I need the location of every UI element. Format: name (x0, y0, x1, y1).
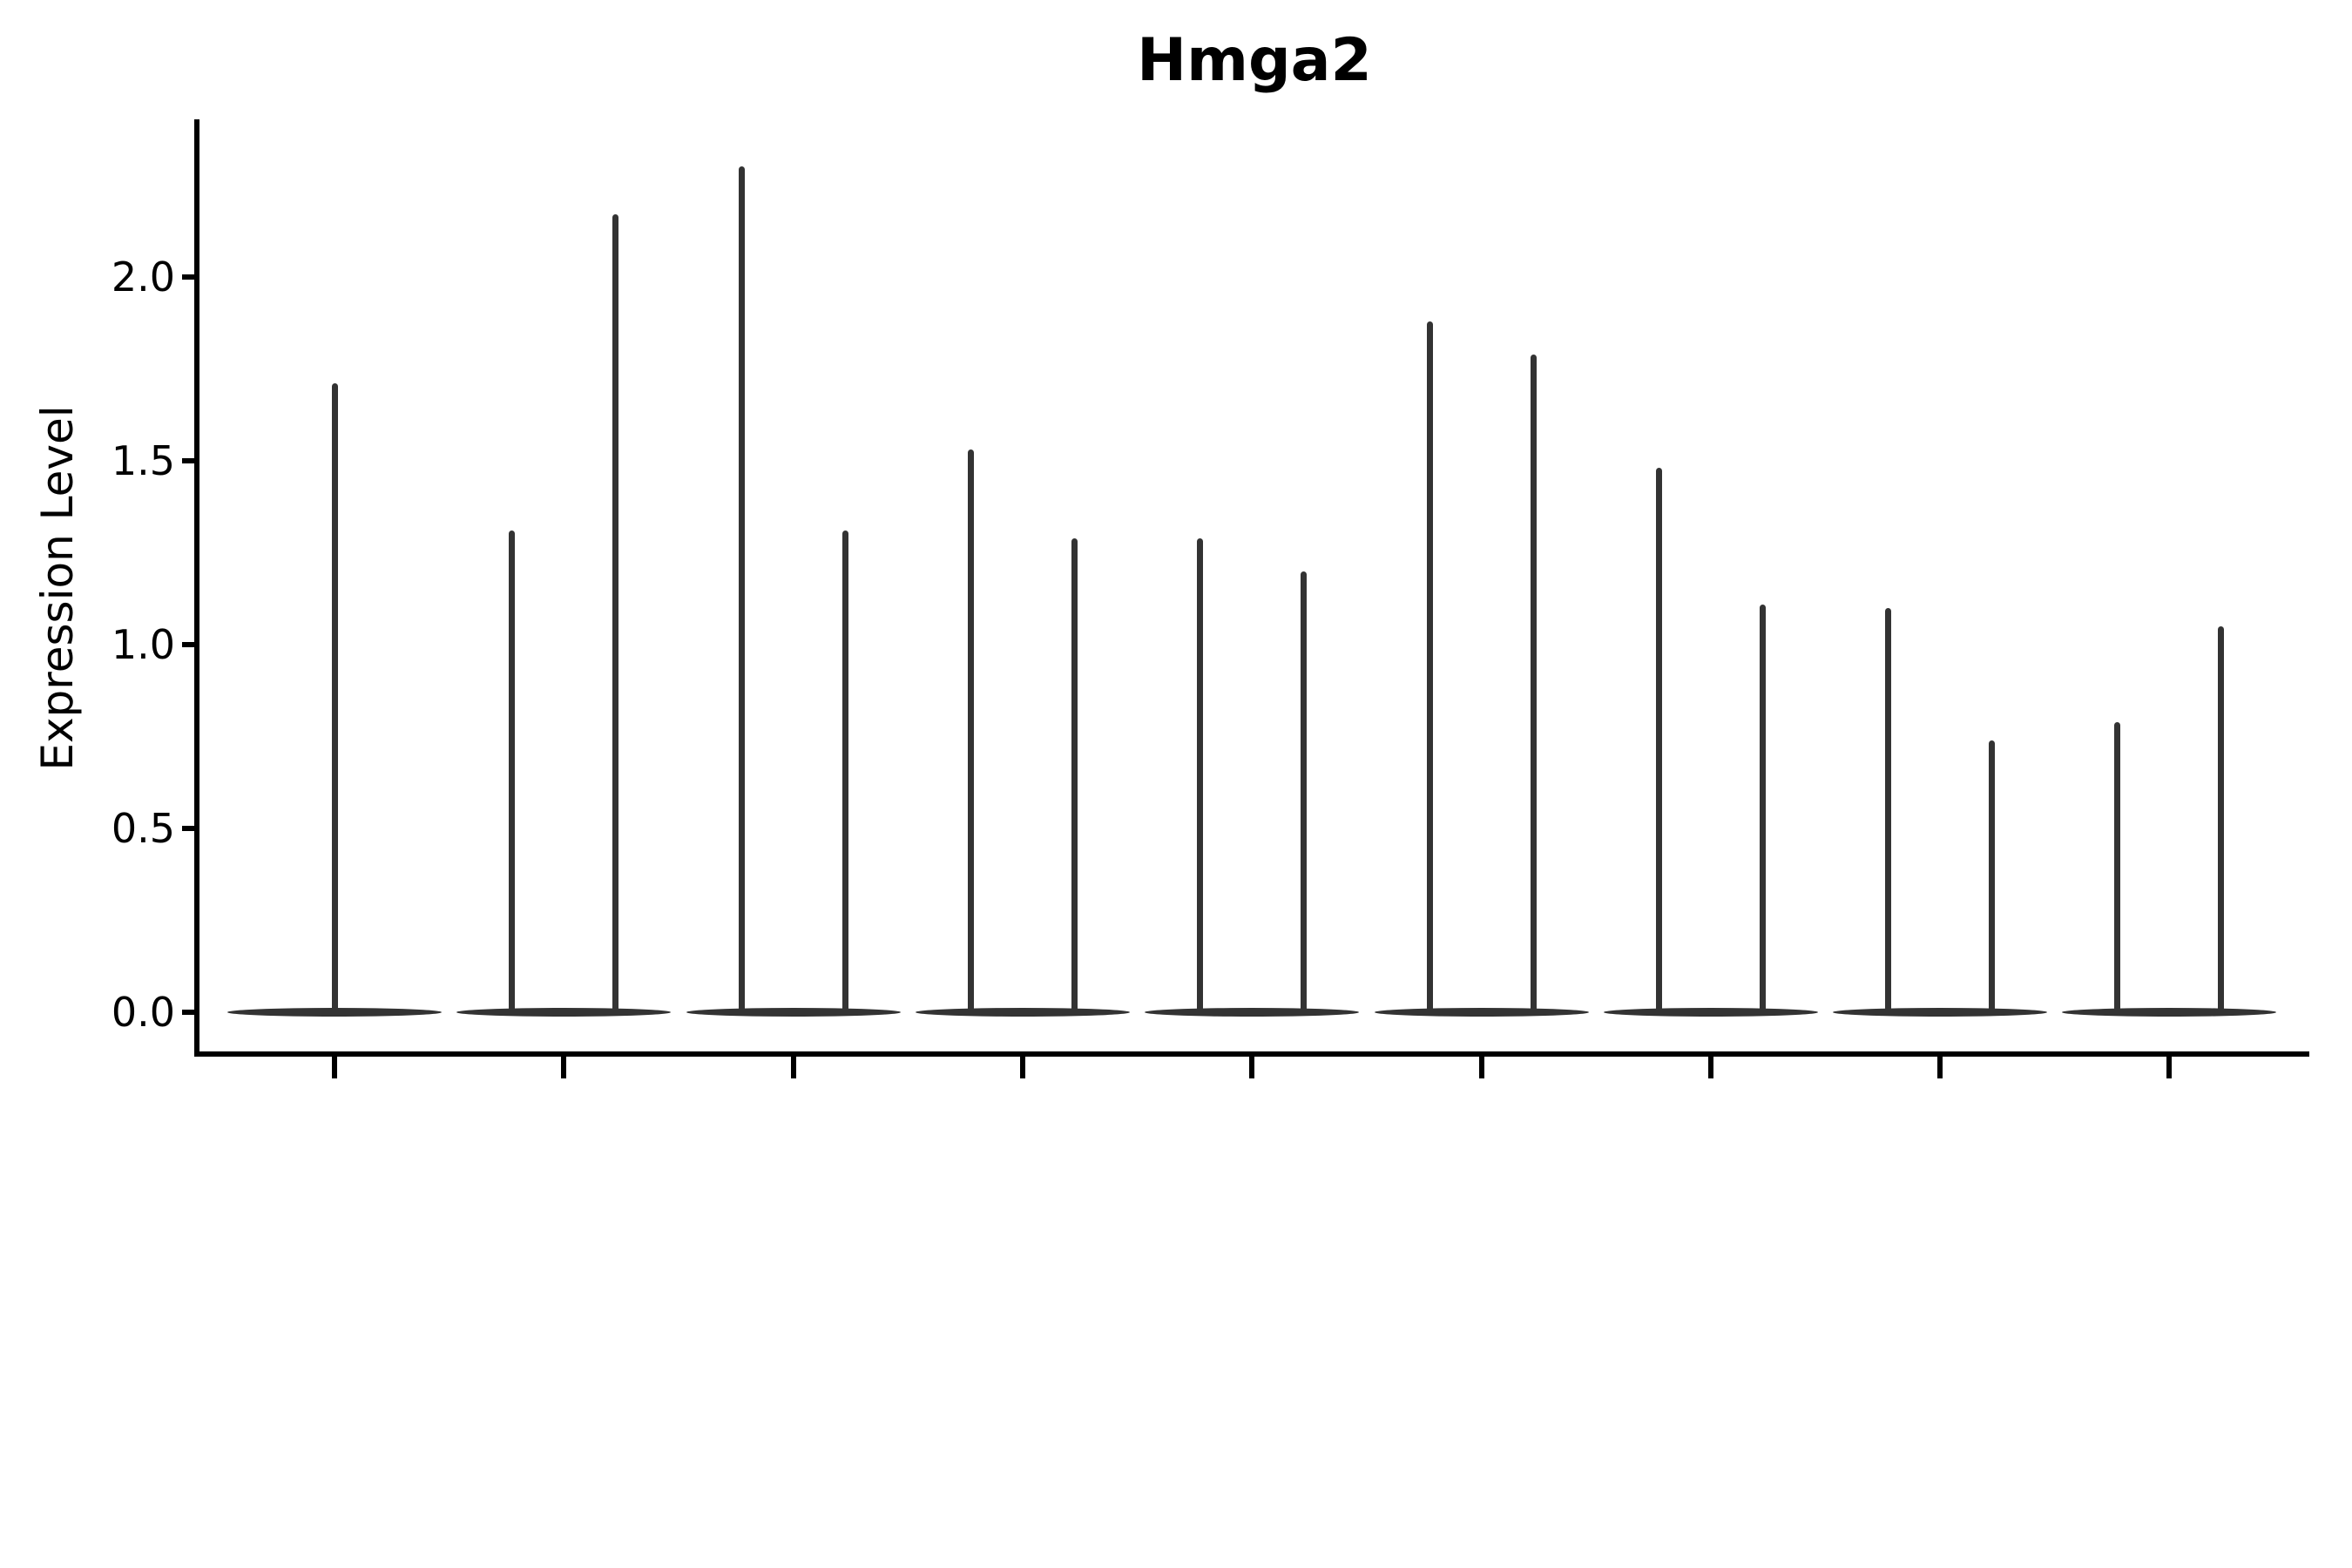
y-tick-mark (182, 1010, 194, 1015)
y-tick-mark (182, 274, 194, 280)
violin-spike (1426, 321, 1433, 1010)
y-tick-mark (182, 642, 194, 647)
x-tick-mark (332, 1057, 337, 1078)
violin-spike (612, 214, 619, 1010)
violin-spike (738, 166, 745, 1010)
violin-base (1833, 1008, 2048, 1017)
x-tick-mark (1019, 1057, 1025, 1078)
violin-base (456, 1008, 672, 1017)
x-tick-mark (2166, 1057, 2173, 1078)
x-tick-mark (1707, 1057, 1713, 1078)
violin-spike (1301, 571, 1308, 1010)
violin-base (227, 1008, 442, 1017)
violin-base (686, 1008, 901, 1017)
violin-base (1145, 1008, 1360, 1017)
violin-spike (1885, 607, 1892, 1010)
x-tick-mark (561, 1057, 567, 1078)
y-tick-label: 0.0 (111, 989, 175, 1036)
chart-title-text: Hmga2 (1137, 26, 1372, 95)
x-axis-spine (194, 1051, 2309, 1057)
violin-spike (1655, 468, 1662, 1010)
violin-spike (331, 383, 338, 1010)
violin-base (915, 1008, 1130, 1017)
violin-base (1374, 1008, 1589, 1017)
y-tick-label: 2.0 (111, 253, 175, 301)
y-tick-label: 0.5 (111, 805, 175, 852)
x-tick-mark (1478, 1057, 1484, 1078)
x-tick-mark (1249, 1057, 1255, 1078)
x-tick-mark (1937, 1057, 1943, 1078)
violin-spike (1989, 740, 1996, 1010)
violin-spike (967, 449, 974, 1010)
violin-spike (1759, 604, 1766, 1010)
violin-spike (2218, 625, 2225, 1010)
x-tick-mark (790, 1057, 796, 1078)
y-tick-mark (182, 826, 194, 831)
violin-base (1603, 1008, 1818, 1017)
violin-base (2062, 1008, 2277, 1017)
violin-spike (509, 531, 516, 1010)
violin-spike (1197, 537, 1204, 1010)
violin-spike (1071, 537, 1078, 1010)
chart-title: Hmga2 (0, 26, 2352, 95)
y-tick-label: 1.0 (111, 621, 175, 668)
violin-spike (2114, 721, 2121, 1010)
y-tick-mark (182, 458, 194, 463)
violin-spike (841, 531, 848, 1010)
y-tick-label: 1.5 (111, 437, 175, 484)
y-axis-spine (194, 119, 199, 1057)
violin-spike (1530, 354, 1537, 1010)
